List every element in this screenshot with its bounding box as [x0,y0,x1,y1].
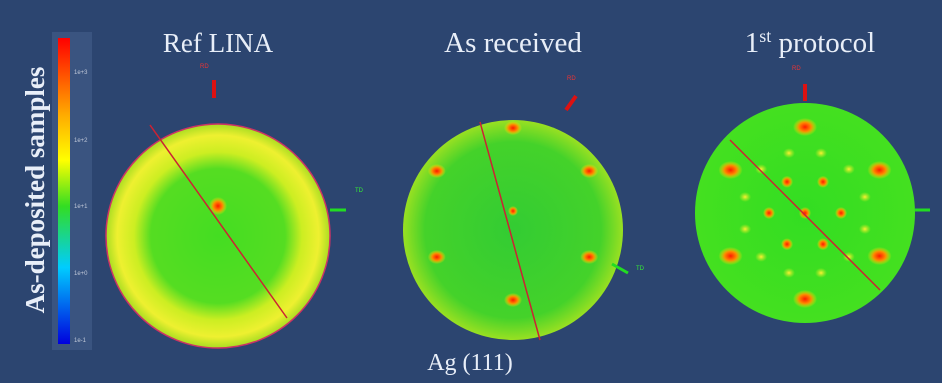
spot [718,247,743,265]
rd-axis [564,94,578,112]
spot [858,224,871,235]
panel-title: 1st protocol [745,26,875,59]
spot [867,161,892,179]
td-label: TD [636,266,645,272]
spot [781,238,793,251]
spot [858,191,871,202]
spot [817,238,829,251]
spot [817,175,829,188]
colorbar-label: 1e+2 [74,138,88,144]
spot [793,290,817,308]
spot [739,224,752,235]
td-axis [611,262,629,275]
section-line [729,139,881,291]
spot [799,207,811,219]
spot [781,175,793,188]
spot [782,267,795,278]
spot [755,164,768,175]
section-line [479,121,541,341]
spot [842,164,855,175]
panel-title: As received [444,27,582,59]
spot [427,250,446,264]
rd-label: RD [567,76,576,82]
title-part: 1 [745,27,760,59]
panel-title: Ref LINA [163,28,274,58]
colorbar-label: 1e+3 [74,70,88,76]
pole-figure [105,123,331,349]
spot [580,164,599,178]
td-label: TD [355,188,364,194]
spot [835,207,847,219]
colorbar-label: 1e-1 [74,338,87,344]
colorbar-label: 1e+0 [74,271,88,277]
rd-label: RD [200,64,209,70]
spot [815,148,828,159]
side-label: As-deposited samples [20,67,50,314]
spot [755,251,768,262]
rd-label: RD [792,66,801,72]
spot [867,247,892,265]
colorbar [58,38,70,344]
pole-figure [403,120,623,340]
spot [718,161,743,179]
spot [427,164,446,178]
section-line [149,124,288,319]
spot [504,293,522,307]
spot [508,206,518,216]
spot [209,197,227,215]
colorbar-label: 1e+1 [74,204,88,210]
spot [815,267,828,278]
spot [793,118,817,136]
spot [504,121,522,135]
spot [739,191,752,202]
title-part: protocol [771,27,875,59]
footer: Ag (111) [427,350,513,376]
spot [782,148,795,159]
spot [842,251,855,262]
spot [763,207,775,219]
title-sup: st [759,26,771,46]
spot [580,250,599,264]
